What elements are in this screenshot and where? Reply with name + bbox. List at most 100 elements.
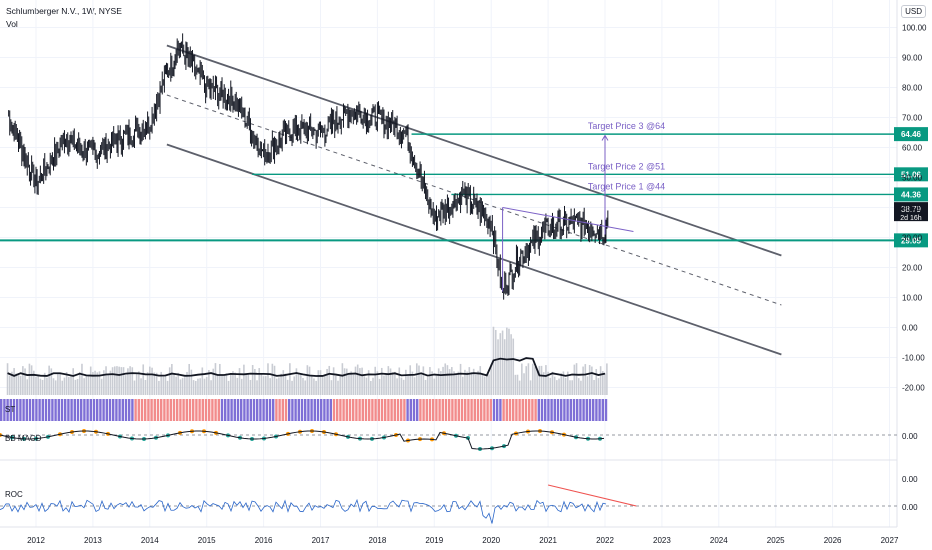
st-bar (144, 399, 147, 421)
st-bar (582, 399, 585, 421)
volume-bar (260, 373, 263, 395)
st-bar (54, 399, 57, 421)
st-bar (521, 399, 524, 421)
st-bar (35, 399, 38, 421)
volume-bar (383, 375, 385, 395)
volume-bar (593, 379, 595, 395)
volume-bar (254, 368, 256, 395)
volume-bar (179, 379, 182, 395)
st-bar (368, 399, 371, 421)
volume-bar (41, 379, 44, 395)
volume-bar (113, 366, 116, 395)
volume-bar (440, 371, 442, 395)
volume-bar (345, 368, 348, 395)
volume-bar (225, 373, 228, 395)
st-bar (150, 399, 153, 421)
st-bar (387, 399, 390, 421)
st-bar (304, 399, 307, 421)
st-bar (220, 399, 224, 421)
st-bar (102, 399, 105, 421)
st-bar (553, 399, 556, 421)
volume-bar (571, 380, 573, 395)
st-bar (28, 399, 32, 421)
volume-bar (63, 377, 66, 395)
volume-bar (286, 379, 289, 395)
volume-bar (591, 366, 593, 395)
volume-bar (201, 367, 204, 395)
volume-bar (525, 366, 528, 395)
volume-bar (335, 375, 337, 395)
volume-bar (92, 372, 94, 395)
volume-bar (580, 380, 582, 395)
st-bar (352, 399, 355, 421)
volume-bar (437, 368, 440, 395)
volume-bar (595, 369, 598, 395)
st-bar (499, 399, 502, 421)
volume-bar (11, 371, 13, 395)
x-tick-label: 2020 (482, 536, 500, 545)
st-bar (172, 399, 176, 421)
volume-bar (297, 373, 300, 395)
st-bar (460, 399, 464, 421)
volume-bar (569, 380, 571, 395)
volume-bar (8, 375, 11, 395)
st-bar (25, 399, 28, 421)
currency-button[interactable]: USD (901, 5, 926, 18)
volume-bar (15, 373, 18, 395)
y-tick-label: -10.00 (902, 354, 925, 363)
st-bar (38, 399, 41, 421)
st-bar (147, 399, 150, 421)
volume-bar (240, 378, 243, 395)
st-bar (211, 399, 214, 421)
macd-line (0, 430, 605, 450)
volume-bar (138, 371, 140, 395)
volume-bar (575, 363, 578, 395)
st-bar (243, 399, 246, 421)
st-bar (112, 399, 115, 421)
y-tick-label: -20.00 (902, 384, 925, 393)
last-price-label: 38.79 (901, 205, 922, 214)
volume-bar (604, 373, 606, 395)
target-label: Target Price 3 @64 (588, 121, 665, 131)
volume-bar (389, 368, 392, 395)
st-bar (489, 399, 492, 421)
st-bar (348, 399, 352, 421)
st-bar (320, 399, 323, 421)
x-tick-label: 2023 (653, 536, 671, 545)
st-bar (233, 399, 236, 421)
volume-bar (13, 368, 15, 395)
st-bar (64, 399, 67, 421)
volume-bar (540, 365, 543, 395)
volume-bar (229, 373, 232, 395)
st-bar (540, 399, 544, 421)
volume-bar (490, 363, 492, 395)
st-bar (108, 399, 112, 421)
volume-bar (124, 375, 127, 395)
y-tick-label: 20.00 (902, 264, 923, 273)
st-bar (598, 399, 601, 421)
volume-bar (175, 376, 177, 395)
st-bar (275, 399, 278, 421)
volume-bar (431, 371, 433, 395)
st-bar (531, 399, 534, 421)
volume-bar (258, 368, 261, 395)
roc-line (0, 498, 607, 524)
st-bar (67, 399, 70, 421)
st-bar (406, 399, 409, 421)
volume-bar (545, 365, 547, 395)
x-tick-label: 2013 (84, 536, 102, 545)
x-tick-label: 2015 (198, 536, 216, 545)
st-bar (230, 399, 233, 421)
st-bar (195, 399, 198, 421)
volume-bar (415, 363, 418, 395)
volume-bar (418, 365, 420, 395)
level-tag-label: 51.06 (901, 170, 922, 179)
y-tick-label: 30.00 (902, 234, 923, 243)
target-label: Target Price 1 @44 (588, 181, 665, 191)
st-bar (246, 399, 249, 421)
volume-bar (171, 363, 173, 395)
macd-axis-label: 0.00 (902, 432, 918, 441)
st-bar (592, 399, 595, 421)
volume-bar (464, 369, 466, 395)
